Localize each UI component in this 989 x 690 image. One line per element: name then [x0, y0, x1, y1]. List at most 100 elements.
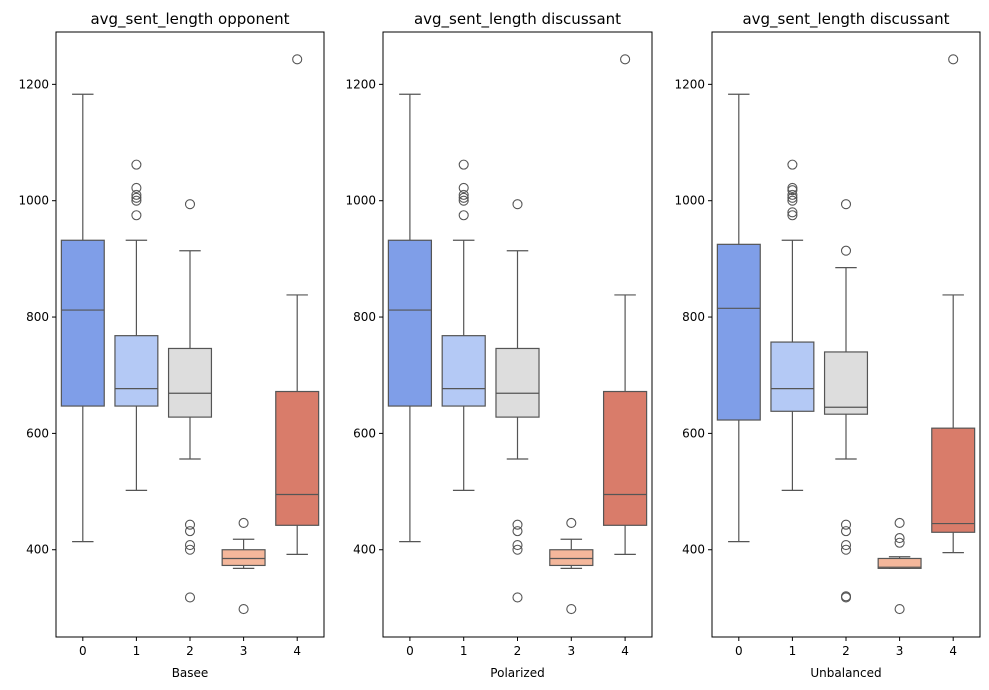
outlier-point: [458, 159, 469, 170]
outlier-point: [512, 544, 523, 555]
x-tick-label: 4: [949, 644, 957, 658]
outlier-point: [238, 517, 249, 529]
outlier-point: [184, 540, 196, 551]
outlier-point: [512, 199, 523, 210]
outlier-point: [512, 519, 523, 530]
outlier-point: [458, 189, 469, 200]
box-iqr: [877, 557, 922, 569]
box-iqr: [770, 341, 815, 412]
outlier-point: [787, 195, 798, 206]
outlier-point: [787, 182, 798, 193]
y-tick-label: 400: [682, 543, 705, 557]
y-tick-label: 800: [682, 310, 705, 324]
outlier-point: [894, 517, 905, 529]
box-iqr: [387, 239, 433, 407]
box-2: [823, 199, 869, 603]
y-tick-label: 1200: [345, 77, 376, 91]
y-tick-label: 800: [353, 310, 376, 324]
box-3: [877, 517, 922, 615]
outlier-point: [512, 540, 523, 551]
outlier-point: [840, 526, 852, 537]
box-4: [602, 54, 648, 555]
axes-frame: [382, 31, 653, 638]
outlier-point: [620, 54, 631, 65]
outlier-point: [787, 189, 798, 200]
box-4: [275, 54, 320, 555]
y-tick-label: 400: [353, 543, 376, 557]
outlier-point: [894, 537, 905, 548]
outlier-point: [458, 210, 469, 221]
box-0: [387, 93, 433, 543]
y-tick-label: 1000: [18, 194, 49, 208]
outlier-point: [840, 245, 852, 256]
outlier-point: [512, 592, 523, 603]
outlier-point: [787, 207, 798, 218]
outlier-point: [787, 159, 798, 170]
outlier-point: [292, 54, 303, 65]
box-3: [549, 517, 594, 615]
box-1: [441, 159, 486, 492]
box-iqr: [931, 427, 976, 533]
outlier-point: [131, 189, 142, 200]
box-1: [770, 159, 815, 492]
y-tick-label: 400: [26, 543, 49, 557]
box-2: [167, 199, 213, 603]
x-tick-label: 0: [79, 644, 87, 658]
box-iqr: [114, 335, 159, 407]
box-0: [60, 93, 105, 543]
x-tick-label: 2: [514, 644, 522, 658]
outlier-point: [131, 182, 142, 193]
box-iqr: [441, 335, 486, 407]
box-4: [931, 54, 976, 554]
box-iqr: [549, 549, 594, 567]
x-tick-label: 1: [460, 644, 468, 658]
outlier-point: [840, 199, 852, 210]
outlier-point: [840, 544, 852, 555]
outlier-point: [184, 544, 196, 555]
box-iqr: [60, 239, 105, 407]
outlier-point: [787, 185, 798, 196]
box-iqr: [495, 347, 540, 418]
outlier-point: [458, 195, 469, 206]
axes-frame: [55, 31, 325, 638]
outlier-point: [787, 192, 798, 203]
box-iqr: [716, 243, 761, 421]
x-tick-label: 3: [567, 644, 575, 658]
x-tick-label: 1: [133, 644, 141, 658]
chart-title: avg_sent_length discussant: [414, 10, 621, 29]
outlier-point: [131, 192, 142, 203]
box-iqr: [275, 390, 320, 526]
x-tick-label: 4: [621, 644, 629, 658]
outlier-point: [184, 592, 196, 603]
x-tick-label: 3: [240, 644, 248, 658]
outlier-point: [948, 54, 959, 65]
x-tick-label: 0: [735, 644, 743, 658]
box-iqr: [221, 549, 266, 567]
y-tick-label: 1000: [345, 194, 376, 208]
outlier-point: [184, 526, 196, 537]
box-iqr: [823, 351, 869, 415]
y-tick-label: 600: [26, 426, 49, 440]
outlier-point: [238, 604, 249, 615]
x-axis-label: Polarized: [490, 666, 544, 680]
outlier-point: [840, 591, 852, 602]
chart-panel-polarized: avg_sent_length discussant Polarized 400…: [345, 10, 653, 680]
x-axis-label: Basee: [172, 666, 209, 680]
x-tick-label: 1: [789, 644, 797, 658]
outlier-point: [184, 519, 196, 530]
axes-frame: [711, 31, 981, 638]
x-tick-label: 4: [293, 644, 301, 658]
x-tick-label: 3: [896, 644, 904, 658]
outlier-point: [458, 192, 469, 203]
box-2: [495, 199, 540, 603]
outlier-point: [131, 159, 142, 170]
box-0: [716, 93, 761, 543]
y-tick-label: 600: [682, 426, 705, 440]
outlier-point: [840, 519, 852, 530]
x-tick-label: 2: [186, 644, 194, 658]
x-tick-label: 2: [842, 644, 850, 658]
box-iqr: [602, 390, 648, 526]
chart-panel-basee: avg_sent_length opponent Basee 400 600 800…: [18, 10, 325, 680]
y-tick-label: 1200: [18, 77, 49, 91]
